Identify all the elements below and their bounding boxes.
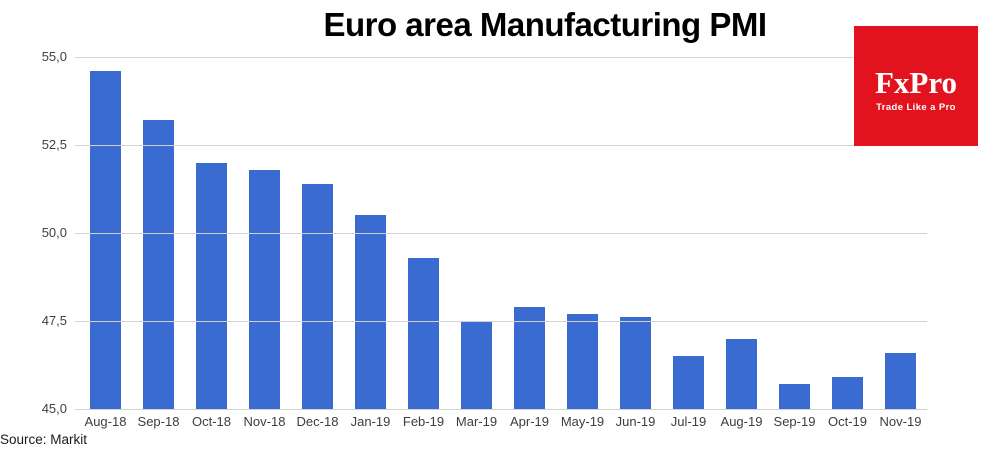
bar (461, 321, 492, 409)
bar-slot: Sep-19 (768, 57, 821, 429)
fxpro-logo-tagline: Trade Like a Pro (876, 101, 956, 113)
bar (143, 120, 174, 409)
gridline (75, 56, 927, 58)
bar-slot: Aug-18 (79, 57, 132, 429)
x-axis-tick-label: Jun-19 (615, 414, 656, 429)
bar-slot: Jul-19 (662, 57, 715, 429)
x-axis-tick-label: Sep-19 (773, 414, 816, 429)
x-axis-tick-label: May-19 (560, 414, 605, 429)
x-axis-tick-label: Apr-19 (509, 414, 550, 429)
bar-series: Aug-18 Sep-18 Oct-18 Nov-18 Dec-18 Jan-19 Feb-… (79, 57, 927, 429)
bar-slot: Mar-19 (450, 57, 503, 429)
x-axis-tick-label: Jul-19 (670, 414, 707, 429)
x-axis-tick-label: Oct-18 (191, 414, 231, 429)
chart-title: Euro area Manufacturing PMI (323, 6, 767, 43)
x-axis-tick-label: Feb-19 (402, 414, 445, 429)
bar (726, 338, 757, 409)
bar (832, 377, 863, 409)
x-axis-tick-label: Aug-19 (720, 414, 763, 429)
fxpro-logo: FxPro Trade Like a Pro (854, 26, 978, 146)
gridline (75, 232, 927, 234)
gridline (75, 320, 927, 322)
gridline (75, 408, 927, 410)
bar (302, 183, 333, 409)
x-axis-tick-label: Dec-18 (296, 414, 339, 429)
bar-slot: Dec-18 (291, 57, 344, 429)
y-axis-tick-label: 45,0 (41, 401, 67, 416)
bar (196, 162, 227, 409)
bar (620, 317, 651, 409)
bar (885, 352, 916, 409)
bar-slot: Apr-19 (503, 57, 556, 429)
plot-area: Aug-18 Sep-18 Oct-18 Nov-18 Dec-18 Jan-19 Feb-… (42, 49, 927, 429)
bar (567, 313, 598, 409)
bar (249, 169, 280, 409)
bar (90, 71, 121, 409)
bar-slot: Oct-19 (821, 57, 874, 429)
source-note: Source: Markit (0, 432, 88, 447)
bar-slot: Sep-18 (132, 57, 185, 429)
y-axis-tick-label: 50,0 (41, 225, 67, 240)
bar-slot: Nov-18 (238, 57, 291, 429)
x-axis-tick-label: Oct-19 (827, 414, 867, 429)
bar-slot: Feb-19 (397, 57, 450, 429)
bar-slot: Jun-19 (609, 57, 662, 429)
y-axis-tick-label: 52,5 (41, 137, 67, 152)
fxpro-logo-wordmark: FxPro (874, 64, 958, 100)
x-axis-tick-label: Jan-19 (350, 414, 391, 429)
x-axis-tick-label: Nov-18 (243, 414, 286, 429)
bar (355, 215, 386, 409)
bar-slot: May-19 (556, 57, 609, 429)
bar (408, 257, 439, 409)
bar-slot: Nov-19 (874, 57, 927, 429)
gridline (75, 144, 927, 146)
bar-slot: Oct-18 (185, 57, 238, 429)
x-axis-tick-label: Aug-18 (84, 414, 127, 429)
bar (514, 306, 545, 409)
x-axis-tick-label: Sep-18 (137, 414, 180, 429)
bar-slot: Aug-19 (715, 57, 768, 429)
x-axis-tick-label: Nov-19 (879, 414, 922, 429)
y-axis-tick-label: 47,5 (41, 313, 67, 328)
x-axis-tick-label: Mar-19 (455, 414, 498, 429)
bar-slot: Jan-19 (344, 57, 397, 429)
bar (779, 384, 810, 409)
bar (673, 356, 704, 409)
y-axis-tick-label: 55,0 (41, 49, 67, 64)
